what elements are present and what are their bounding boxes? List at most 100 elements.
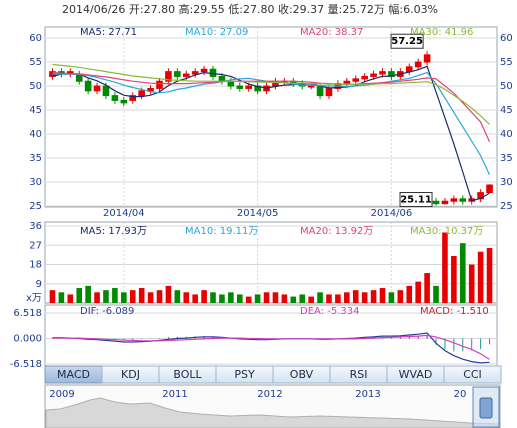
indicator-tab-label[interactable]: WVAD <box>399 368 433 381</box>
volume-bar <box>486 248 493 303</box>
volume-bar <box>201 290 207 303</box>
volume-bar <box>174 290 181 303</box>
volume-bar <box>281 294 288 303</box>
indicator-tab-label[interactable]: MACD <box>57 368 90 381</box>
legend-label: MA30: 10.37万 <box>410 226 483 237</box>
x-tick-label: 2014/06 <box>371 208 413 219</box>
y-tick-label-right: 30 <box>500 177 513 188</box>
candle-body <box>147 87 154 92</box>
candle-body <box>120 99 128 104</box>
legend-label: MA20: 38.37 <box>300 27 363 38</box>
legend-label: MA30: 41.96 <box>410 27 473 38</box>
candle-body <box>245 85 252 89</box>
ma-line <box>52 334 490 360</box>
y-unit-label: x万 <box>26 293 42 304</box>
ma-line <box>52 332 490 364</box>
volume-bar <box>424 273 430 303</box>
candle-body <box>325 87 333 97</box>
volume-bar <box>477 251 484 303</box>
navigator-handle[interactable] <box>479 397 493 419</box>
candle-body <box>93 85 101 92</box>
candle-body <box>156 80 163 89</box>
candle-body <box>361 75 368 80</box>
y-tick-label-right: 45 <box>500 105 513 116</box>
ma-line <box>52 72 491 142</box>
volume-bar <box>379 288 386 303</box>
ma-line <box>52 65 490 202</box>
volume-bar <box>228 292 234 303</box>
volume-bar <box>210 292 216 303</box>
indicator-tab-label[interactable]: BOLL <box>173 368 202 381</box>
indicator-tab-label[interactable]: PSY <box>234 368 255 381</box>
volume-bar <box>406 285 413 303</box>
candle-body <box>182 73 190 77</box>
volume-bar <box>67 294 74 303</box>
y-tick-label: 55 <box>29 57 42 68</box>
candle-body <box>459 198 467 202</box>
candle-body <box>307 85 315 88</box>
y-tick-label: 18 <box>29 260 42 271</box>
volume-bar <box>219 294 225 303</box>
indicator-tab-label[interactable]: KDJ <box>121 368 140 381</box>
y-tick-label-right: 35 <box>500 153 513 164</box>
indicator-tab-label[interactable]: OBV <box>290 368 314 381</box>
volume-bar <box>451 255 457 303</box>
y-tick-label: 36 <box>29 221 42 232</box>
ma-line <box>52 71 491 176</box>
volume-bar <box>49 290 56 303</box>
candle-body <box>129 95 137 101</box>
candle-body <box>414 61 422 68</box>
year-label: 2013 <box>355 389 380 400</box>
y-tick-label-right: 25 <box>500 201 513 212</box>
volume-bar <box>415 281 421 303</box>
annotation-box <box>390 33 424 49</box>
x-tick-label: 2014/04 <box>103 208 145 219</box>
indicator-tab-label[interactable]: CCI <box>463 368 482 381</box>
y-tick-label: 35 <box>29 153 42 164</box>
volume-bar <box>121 292 127 303</box>
candle-body <box>441 200 449 205</box>
volume-bar <box>112 288 118 303</box>
volume-bar <box>308 296 314 303</box>
candle-body <box>316 85 324 97</box>
candle-body <box>102 85 110 97</box>
volume-bar <box>85 285 91 303</box>
indicator-tab-label[interactable]: RSI <box>350 368 368 381</box>
volume-bar <box>236 294 243 303</box>
annotation: 57.25 <box>391 36 423 47</box>
volume-bar <box>94 292 100 303</box>
candle-body <box>486 184 493 194</box>
candle-body <box>174 71 181 77</box>
candle-body <box>111 95 119 101</box>
legend-label: MA5: 17.93万 <box>80 226 147 237</box>
x-tick-label: 2014/05 <box>237 208 279 219</box>
y-tick-label: 0.000 <box>13 333 42 344</box>
candle-body <box>200 68 208 73</box>
volume-bar <box>147 292 154 303</box>
volume-bar <box>245 296 252 303</box>
volume-bar <box>442 232 448 303</box>
year-label: 2011 <box>162 389 187 400</box>
y-tick-label: 45 <box>29 105 42 116</box>
legend-label: MA20: 13.92万 <box>300 226 373 237</box>
legend-label: MACD: -1.510 <box>420 306 489 317</box>
y-tick-label: 40 <box>29 129 42 140</box>
annotation-box <box>399 192 433 208</box>
y-tick-label: 30 <box>29 177 42 188</box>
volume-bar <box>459 243 466 303</box>
volume-bar <box>58 292 65 303</box>
legend-label: MA10: 27.09 <box>185 27 248 38</box>
year-label: 2012 <box>257 389 282 400</box>
indicator-tab[interactable] <box>443 365 502 384</box>
y-tick-label-right: 40 <box>500 129 513 140</box>
volume-bar <box>468 264 475 303</box>
volume-bar <box>317 292 323 303</box>
ma-line <box>52 63 490 125</box>
volume-bar <box>103 290 109 303</box>
volume-bar <box>165 285 172 303</box>
legend-label: DIF: -6.089 <box>80 306 134 317</box>
candle-body <box>343 80 351 85</box>
volume-bar <box>352 290 359 303</box>
volume-bar <box>138 288 145 303</box>
volume-bar <box>299 294 306 303</box>
